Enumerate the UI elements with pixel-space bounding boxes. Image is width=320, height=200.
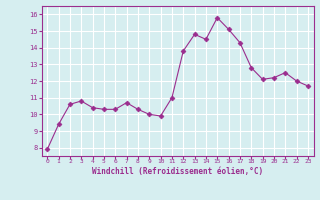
- X-axis label: Windchill (Refroidissement éolien,°C): Windchill (Refroidissement éolien,°C): [92, 167, 263, 176]
